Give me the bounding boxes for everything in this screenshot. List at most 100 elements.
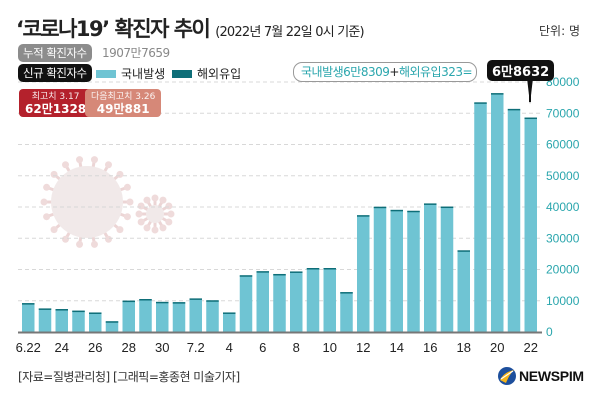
y-tick-label: 0: [546, 325, 553, 339]
y-tick-label: 60000: [546, 138, 580, 152]
y-tick-label: 50000: [546, 169, 580, 183]
bar-domestic: [55, 309, 68, 332]
virus-spike: [146, 213, 157, 228]
virus-spike-tip: [137, 202, 145, 210]
bar-domestic: [306, 268, 320, 332]
legend-domestic: 국내발생: [96, 65, 165, 82]
x-tick-label: 7.2: [187, 340, 205, 355]
virus-spike-tip: [167, 210, 175, 218]
bar-overseas: [524, 117, 537, 120]
virus-spike-tip: [62, 161, 69, 169]
bar-domestic: [524, 118, 537, 332]
bar-overseas: [22, 303, 35, 305]
virus-spike-tip: [105, 161, 112, 169]
virus-spike-tip: [165, 218, 173, 226]
bar-overseas: [239, 275, 253, 277]
bar-overseas: [122, 300, 135, 303]
virus-spike: [85, 201, 110, 240]
bar-overseas: [139, 299, 152, 301]
virus-body: [51, 166, 123, 238]
virus-spike: [141, 205, 156, 216]
callout-pointer-tip: [527, 78, 533, 104]
virus-illustration: [40, 156, 175, 248]
virus-spike: [86, 186, 127, 204]
equation-overseas: 해외유입323=: [398, 65, 473, 79]
virus-spike: [153, 213, 164, 228]
title-date: (2022년 7월 22일 0시 기준): [215, 25, 364, 40]
x-tick-label: 8: [293, 340, 300, 355]
virus-spike-tip: [126, 198, 134, 206]
legend-swatch-overseas: [172, 69, 192, 78]
virus-spike-tip: [143, 224, 151, 232]
bar-overseas: [407, 210, 420, 213]
virus-spike: [78, 160, 89, 203]
virus-spike-tip: [50, 170, 58, 178]
bar-domestic: [189, 298, 202, 332]
bar-overseas: [223, 312, 236, 314]
y-tick-label: 40000: [546, 200, 580, 214]
cumulative-label: 누적 확진자수: [18, 44, 92, 62]
virus-spike-tip: [137, 218, 145, 226]
virus-spike-tip: [116, 226, 124, 234]
x-tick-label: 12: [356, 340, 370, 355]
bar-overseas: [424, 203, 437, 205]
equation-domestic: 국내발생6만8309: [301, 65, 390, 79]
virus-spike-tip: [62, 235, 69, 243]
title-main: ‘코로나19’ 확진자 추이: [16, 17, 211, 41]
equation-plus: +: [389, 65, 399, 79]
bar-overseas: [290, 271, 303, 273]
bar-domestic: [72, 310, 85, 332]
total-callout: 6만8632: [487, 60, 555, 81]
new-cases-label: 신규 확진자수: [18, 64, 92, 82]
bar-overseas: [491, 93, 504, 95]
bar-domestic: [373, 207, 387, 332]
peak-label: 최고치 3.17: [31, 92, 80, 102]
virus-spike-tip: [90, 240, 98, 248]
virus-spike-tip: [43, 183, 51, 191]
bar-domestic: [89, 312, 102, 332]
bar-overseas: [189, 298, 202, 300]
bar-domestic: [156, 302, 169, 332]
virus-spike: [85, 164, 110, 203]
y-tick-label: 10000: [546, 294, 580, 308]
x-tick-label: 10: [323, 340, 337, 355]
virus-spike: [64, 201, 89, 240]
bar-domestic: [424, 203, 437, 332]
bar-domestic: [407, 211, 420, 332]
virus-spike-tip: [50, 226, 58, 234]
bar-overseas: [105, 321, 119, 323]
y-tick-label: 30000: [546, 231, 580, 245]
peak-value: 49만881: [96, 102, 150, 116]
virus-spike: [146, 200, 157, 215]
virus-spike-tip: [151, 226, 159, 234]
newspim-logo: NEWSPIM: [497, 366, 584, 386]
virus-spike-tip: [135, 210, 143, 218]
x-tick-label: 4: [226, 340, 233, 355]
bar-domestic: [172, 302, 186, 332]
peak-badge-second: 다음최고치 3.26 49만881: [85, 89, 162, 117]
bar-overseas: [156, 301, 169, 304]
virus-spike: [47, 200, 88, 218]
virus-spike-tip: [76, 156, 84, 164]
x-tick-label: 6.22: [16, 340, 41, 355]
bar-overseas: [323, 268, 336, 270]
virus-spike-tip: [165, 202, 173, 210]
virus-spike-tip: [123, 183, 131, 191]
y-tick-label: 20000: [546, 263, 580, 277]
bar-overseas: [390, 209, 403, 212]
x-axis: 6.22 24 26 28 30 7.2 4 6 8 10 12 14 16 18 20 22: [16, 340, 538, 355]
virus-spike: [154, 205, 169, 216]
bar-domestic: [357, 215, 370, 332]
bar-domestic: [273, 274, 286, 332]
y-tick-label: 70000: [546, 106, 580, 120]
bar-domestic: [290, 271, 303, 332]
bar-domestic: [122, 300, 135, 332]
peak-badge-highest: 최고치 3.17 62만1328: [19, 89, 93, 117]
bar-domestic: [239, 275, 253, 332]
virus-spike-tip: [159, 224, 167, 232]
peak-label: 다음최고치 3.26: [91, 92, 156, 102]
virus-spike-tip: [43, 213, 51, 221]
bar-domestic: [22, 303, 35, 332]
x-tick-label: 22: [524, 340, 538, 355]
virus-spike: [141, 212, 156, 223]
